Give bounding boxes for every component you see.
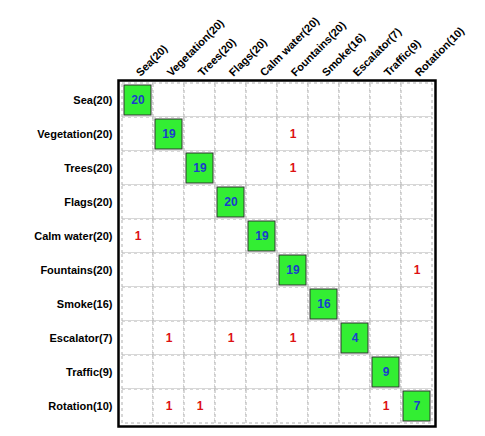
svg-text:1: 1: [290, 127, 297, 141]
svg-text:1: 1: [383, 399, 390, 413]
svg-text:Sea(20): Sea(20): [73, 94, 112, 106]
svg-text:Flags(20): Flags(20): [64, 196, 113, 208]
svg-text:Flags(20): Flags(20): [226, 35, 270, 79]
svg-text:Traffic(9): Traffic(9): [381, 37, 423, 79]
svg-text:19: 19: [255, 229, 269, 243]
svg-text:1: 1: [197, 399, 204, 413]
svg-text:Vegetation(20): Vegetation(20): [37, 128, 113, 140]
svg-text:1: 1: [166, 399, 173, 413]
svg-text:Smoke(16): Smoke(16): [57, 298, 113, 310]
svg-text:Vegetation(20): Vegetation(20): [164, 16, 227, 79]
svg-text:1: 1: [166, 331, 173, 345]
svg-text:7: 7: [414, 399, 421, 413]
svg-text:20: 20: [224, 195, 238, 209]
svg-text:Escalator(7): Escalator(7): [350, 25, 404, 79]
svg-text:1: 1: [290, 161, 297, 175]
svg-text:Traffic(9): Traffic(9): [66, 366, 113, 378]
svg-text:9: 9: [383, 365, 390, 379]
svg-text:Rotation(10): Rotation(10): [48, 400, 113, 412]
svg-text:Calm water(20): Calm water(20): [257, 14, 322, 79]
svg-text:Smoke(16): Smoke(16): [319, 30, 368, 79]
svg-text:19: 19: [193, 161, 207, 175]
svg-text:19: 19: [162, 127, 176, 141]
svg-text:Rotation(10): Rotation(10): [412, 24, 466, 78]
svg-text:19: 19: [286, 263, 300, 277]
svg-text:1: 1: [414, 263, 421, 277]
svg-text:4: 4: [352, 331, 359, 345]
svg-text:1: 1: [135, 229, 142, 243]
svg-text:1: 1: [228, 331, 235, 345]
svg-text:Trees(20): Trees(20): [195, 35, 239, 79]
svg-text:1: 1: [290, 331, 297, 345]
svg-text:Fountains(20): Fountains(20): [40, 264, 112, 276]
svg-text:20: 20: [131, 93, 145, 107]
svg-text:Fountains(20): Fountains(20): [288, 19, 348, 79]
svg-text:16: 16: [317, 297, 331, 311]
svg-text:Calm water(20): Calm water(20): [34, 230, 113, 242]
svg-text:Escalator(7): Escalator(7): [50, 332, 113, 344]
svg-text:Trees(20): Trees(20): [64, 162, 113, 174]
svg-text:Sea(20): Sea(20): [133, 42, 169, 78]
